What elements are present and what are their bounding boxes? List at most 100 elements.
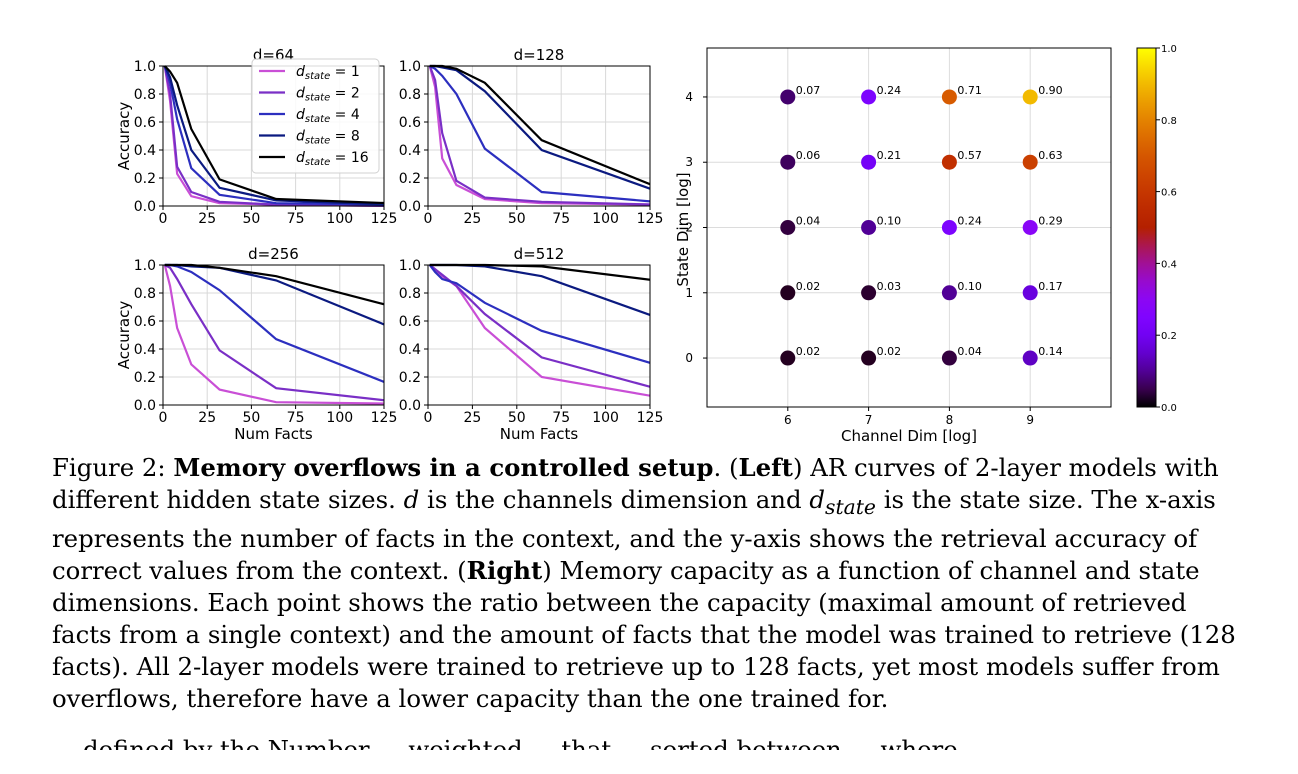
series-line-dstate-1 [428,65,650,206]
x-tick-label: 7 [865,413,873,427]
series-line-dstate-3 [163,65,384,206]
x-tick-label: 75 [552,211,570,227]
x-tick-label: 25 [198,211,216,227]
colorbar-tick-label: 1.0 [1161,44,1177,55]
y-axis-label: Accuracy [115,102,133,171]
x-axis-label: Num Facts [234,425,313,443]
y-tick-label: 1.0 [399,258,421,274]
x-tick-label: 25 [463,211,481,227]
series-line-dstate-1 [163,65,384,208]
legend-label: dstate = 4 [296,107,360,125]
y-axis-label: State Dim [log] [674,172,692,286]
panel-title: d=256 [248,245,299,263]
y-tick-label: 0.0 [399,199,421,215]
x-tick-label: 100 [592,410,619,426]
scatter-point [1022,89,1038,105]
x-tick-label: 100 [592,211,619,227]
x-tick-label: 25 [463,410,481,426]
point-value-label: 0.02 [877,345,902,358]
x-tick-label: 0 [159,211,168,227]
y-tick-label: 0.8 [134,286,156,302]
point-value-label: 0.14 [1038,345,1063,358]
legend: dstate = 1 dstate = 2 dstate = 4 dstate = 8… [251,58,380,174]
point-value-label: 0.03 [877,280,902,293]
x-tick-label: 75 [287,410,305,426]
point-value-label: 0.10 [877,215,902,228]
y-tick-label: 0.2 [399,171,421,187]
y-tick-label: 0.0 [134,398,156,414]
point-value-label: 0.63 [1038,149,1063,162]
series-line-dstate-4 [429,64,650,186]
x-tick-label: 125 [371,211,398,227]
colorbar-tick-label: 0.6 [1161,188,1177,199]
y-tick-label: 0.6 [134,115,156,131]
y-tick-label: 0.6 [399,314,421,330]
legend-label: dstate = 16 [296,150,369,168]
point-value-label: 0.24 [957,215,982,228]
point-value-label: 0.06 [796,149,821,162]
panel-title: d=512 [514,245,565,263]
scatter-point [941,220,957,235]
caption-left-text-1: ) AR curves of 2-layer models with diffe… [52,453,1219,514]
point-value-label: 0.57 [957,149,982,162]
x-tick-label: 100 [326,211,353,227]
caption-right-label: Right [466,555,543,585]
cutoff-text-line: ... defined by the Number ... weighted .… [52,735,989,764]
series-line-dstate-2 [164,263,384,384]
figure-2: 0 25 50 75 100 1250.00.20.40.60.81.0d=64Accur… [115,44,1177,445]
series-line-dstate-2 [163,65,384,206]
scatter-point [780,350,796,366]
line-chart-d-512: 0 25 50 75 100 125 0.0 0.2 0.4 0.6 0.8 1.0 d=512 Num … [399,245,664,443]
x-tick-label: 125 [637,211,664,227]
x-tick-label: 125 [637,410,664,426]
y-tick-label: 0.4 [134,143,156,159]
caption-dstate-symbol: d [809,485,826,514]
x-tick-label: 50 [242,410,260,426]
point-value-label: 0.04 [957,345,982,358]
series-line-dstate-2 [429,65,650,203]
colorbar-tick-label: 0.0 [1161,403,1177,414]
axes-frame [427,264,651,406]
x-tick-label: 0 [424,410,433,426]
axes-frame [427,65,651,207]
series-line-dstate-1 [164,264,384,402]
scatter-point [780,154,796,170]
series-line-dstate-2 [428,264,650,364]
caption-figure-label: Figure 2: [52,453,166,482]
scatter-point [941,89,957,105]
y-axis-label: Accuracy [115,301,133,370]
scatter-point [780,285,796,301]
y-tick-label: 0.4 [399,342,421,358]
series-line-dstate-1 [429,264,650,388]
scatter-point [780,89,796,105]
point-value-label: 0.24 [877,84,902,97]
y-tick-label: 0 [685,351,693,365]
series-line-dstate-4 [163,65,384,205]
scatter-point [861,154,877,170]
y-tick-label: 2 [685,221,693,235]
y-tick-label: 0.0 [399,398,421,414]
x-tick-label: 6 [784,413,792,427]
caption-d-symbol: d [403,485,420,514]
figure-caption: Figure 2: Memory overflows in a controll… [52,453,1236,713]
line-chart-d-128: 0 25 50 75 100 125 0.0 0.2 0.4 0.6 0.8 1.0 d=128 [399,46,664,227]
capacity-scatter: 6 7 8 9 0 1 2 3 4 Channel Dim [log] State Dim [log… [674,47,1112,445]
x-tick-label: 125 [371,410,398,426]
point-value-label: 0.02 [796,280,821,293]
point-value-label: 0.17 [1038,280,1063,293]
x-tick-label: 50 [508,410,526,426]
x-tick-label: 100 [326,410,353,426]
y-tick-label: 0.8 [134,87,156,103]
colorbar: 0.0 0.2 0.4 0.6 0.8 1.0 [1136,44,1177,414]
colorbar-tick-label: 0.2 [1161,331,1177,342]
caption-bold-title: Memory overflows in a controlled setup [173,453,714,482]
point-value-label: 0.29 [1038,215,1063,228]
x-tick-label: 75 [552,410,570,426]
y-tick-label: 0.0 [134,199,156,215]
x-tick-label: 0 [424,211,433,227]
caption-right-text: ) Memory capacity as a function of chann… [52,555,1236,713]
axes-frame [162,264,385,406]
y-tick-label: 0.8 [399,87,421,103]
y-tick-label: 0.2 [134,370,156,386]
x-tick-label: 75 [287,211,305,227]
